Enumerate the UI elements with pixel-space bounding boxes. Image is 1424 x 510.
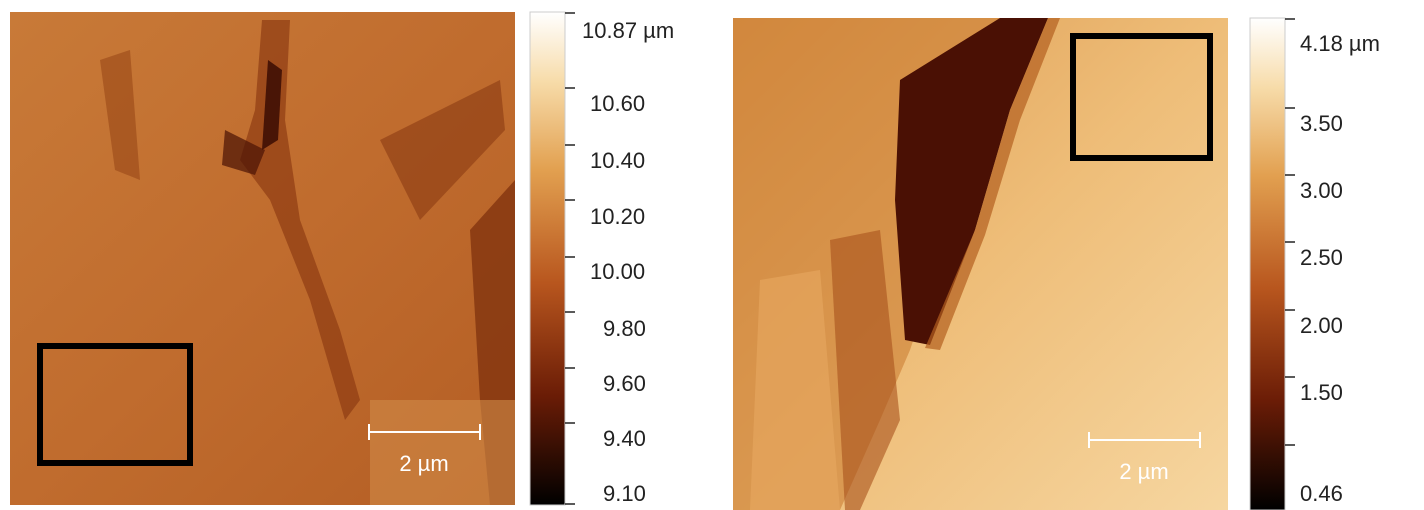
colorbar-tick-label: 3.00 — [1300, 178, 1343, 203]
colorbar-tick-label: 2.00 — [1300, 313, 1343, 338]
colorbar-right: 4.18 µm 3.50 3.00 2.50 2.00 1.50 0.46 — [1250, 18, 1380, 510]
colorbar-tick-label: 9.10 — [603, 481, 646, 506]
afm-image-right: 2 µm — [733, 18, 1228, 510]
colorbar-tick-label: 10.60 — [590, 91, 645, 116]
figure: 2 µm 10.87 µm 10.60 10.40 10.20 10.00 9.… — [0, 0, 1424, 510]
colorbar-tick-label: 4.18 µm — [1300, 31, 1380, 56]
colorbar-tick-label: 10.20 — [590, 204, 645, 229]
colorbar-tick-label: 10.40 — [590, 148, 645, 173]
colorbar-tick-label: 10.87 µm — [582, 18, 674, 43]
afm-image-left: 2 µm — [10, 12, 515, 505]
scale-bar-label: 2 µm — [1119, 459, 1168, 484]
colorbar-tick-label: 1.50 — [1300, 380, 1343, 405]
colorbar-tick-label: 9.80 — [603, 316, 646, 341]
colorbar-tick-label: 10.00 — [590, 259, 645, 284]
colorbar-tick-label: 2.50 — [1300, 245, 1343, 270]
page: 2 µm 10.87 µm 10.60 10.40 10.20 10.00 9.… — [0, 0, 1424, 510]
colorbar-tick-label: 0.46 — [1300, 481, 1343, 506]
colorbar-left: 10.87 µm 10.60 10.40 10.20 10.00 9.80 9.… — [530, 12, 674, 506]
colorbar-tick-label: 9.40 — [603, 426, 646, 451]
scale-bar-label: 2 µm — [399, 451, 448, 476]
colorbar-tick-label: 9.60 — [603, 371, 646, 396]
colorbar-tick-label: 3.50 — [1300, 111, 1343, 136]
